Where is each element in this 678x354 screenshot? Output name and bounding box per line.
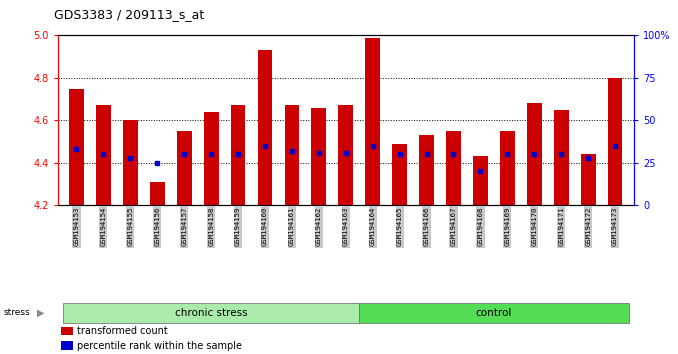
Text: GSM194161: GSM194161: [289, 207, 295, 246]
Bar: [446, 131, 461, 205]
Bar: [258, 50, 273, 205]
Bar: [231, 105, 245, 205]
Text: ▶: ▶: [37, 308, 44, 318]
Bar: [554, 110, 569, 205]
Bar: [338, 105, 353, 205]
Text: GSM194168: GSM194168: [477, 207, 483, 246]
Bar: [96, 105, 111, 205]
Bar: [359, 303, 629, 323]
Bar: [365, 38, 380, 205]
Text: GSM194159: GSM194159: [235, 207, 241, 246]
Text: GSM194158: GSM194158: [208, 207, 214, 246]
Text: control: control: [476, 308, 512, 318]
Text: GSM194160: GSM194160: [262, 207, 268, 246]
Bar: [60, 341, 73, 350]
Bar: [393, 144, 407, 205]
Text: GSM194155: GSM194155: [127, 207, 134, 246]
Text: chronic stress: chronic stress: [175, 308, 247, 318]
Text: GSM194173: GSM194173: [612, 207, 618, 246]
Bar: [419, 135, 434, 205]
Bar: [150, 182, 165, 205]
Text: GSM194157: GSM194157: [181, 207, 187, 246]
Bar: [203, 112, 218, 205]
Bar: [500, 131, 515, 205]
Text: GSM194156: GSM194156: [155, 207, 160, 246]
Bar: [69, 88, 84, 205]
Bar: [285, 105, 299, 205]
Bar: [473, 156, 488, 205]
Bar: [581, 154, 595, 205]
Text: transformed count: transformed count: [77, 326, 168, 336]
Bar: [311, 108, 326, 205]
Text: GSM194169: GSM194169: [504, 207, 511, 246]
Bar: [527, 103, 542, 205]
Bar: [63, 303, 359, 323]
Text: GSM194162: GSM194162: [316, 207, 322, 246]
Text: GSM194154: GSM194154: [100, 207, 106, 246]
Text: stress: stress: [3, 308, 30, 317]
Text: percentile rank within the sample: percentile rank within the sample: [77, 341, 242, 351]
Bar: [177, 131, 192, 205]
Bar: [607, 78, 622, 205]
Text: GSM194164: GSM194164: [370, 207, 376, 246]
Text: GSM194172: GSM194172: [585, 207, 591, 246]
Text: GSM194163: GSM194163: [343, 207, 348, 246]
Text: GSM194170: GSM194170: [532, 207, 537, 246]
Text: GSM194165: GSM194165: [397, 207, 403, 246]
Text: GSM194171: GSM194171: [558, 207, 564, 246]
Text: GSM194153: GSM194153: [73, 207, 79, 246]
Text: GSM194167: GSM194167: [450, 207, 456, 246]
Bar: [123, 120, 138, 205]
Text: GDS3383 / 209113_s_at: GDS3383 / 209113_s_at: [54, 8, 205, 21]
Text: GSM194166: GSM194166: [424, 207, 430, 246]
Bar: [60, 327, 73, 335]
